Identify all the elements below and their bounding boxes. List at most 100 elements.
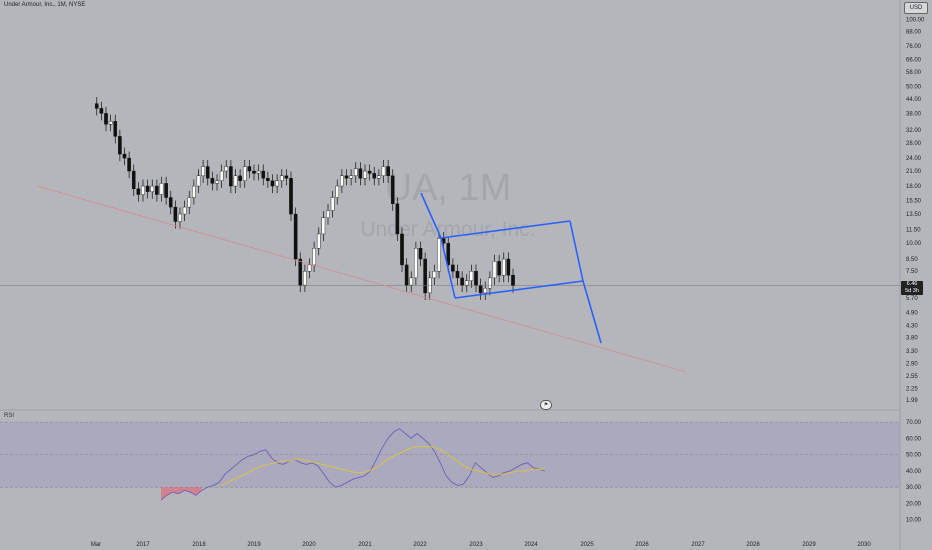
price-axis-tick: 11.50 bbox=[906, 228, 921, 234]
time-axis-tick: 2025 bbox=[580, 542, 594, 548]
candle-body bbox=[506, 258, 511, 276]
price-axis-tick: 66.00 bbox=[906, 58, 922, 64]
price-axis-tick: 44.00 bbox=[906, 97, 922, 103]
candle-body bbox=[446, 243, 451, 266]
candle-body bbox=[349, 175, 353, 179]
candle-body bbox=[270, 180, 275, 187]
candle-body bbox=[418, 248, 423, 260]
candle-body bbox=[192, 185, 196, 198]
candle-body bbox=[353, 168, 358, 177]
candle-body bbox=[390, 175, 395, 204]
candle-body bbox=[284, 175, 289, 179]
time-axis-tick: 2017 bbox=[136, 542, 150, 548]
price-axis-tick: 4.30 bbox=[906, 323, 918, 329]
support-trendline bbox=[36, 185, 687, 373]
candle-body bbox=[261, 170, 266, 179]
rsi-ma-line bbox=[220, 446, 545, 486]
price-axis-tick: 2.25 bbox=[906, 386, 918, 392]
price-axis-tick: 3.30 bbox=[906, 349, 918, 355]
price-axis-tick: 1.99 bbox=[906, 398, 918, 404]
candle-body bbox=[159, 183, 164, 195]
candle-body bbox=[414, 248, 418, 279]
candle-body bbox=[497, 261, 501, 276]
candle-body bbox=[492, 261, 497, 279]
candle-body bbox=[464, 280, 469, 286]
rsi-oversold-fill bbox=[161, 487, 202, 501]
candle-body bbox=[108, 121, 113, 125]
time-axis-tick: Mar bbox=[91, 542, 101, 548]
candle-body bbox=[488, 277, 492, 289]
time-axis-tick: 2022 bbox=[413, 542, 427, 548]
candle-body bbox=[205, 166, 210, 179]
candle-body bbox=[474, 270, 478, 286]
time-axis-tick: 2026 bbox=[635, 542, 649, 548]
candle-body bbox=[363, 170, 367, 179]
time-axis-tick: 2021 bbox=[358, 542, 372, 548]
candle-body bbox=[460, 277, 464, 286]
rsi-axis-tick: 40.00 bbox=[906, 469, 922, 475]
candle-body bbox=[150, 185, 155, 192]
flagpole-line bbox=[420, 192, 442, 239]
candle-body bbox=[377, 175, 381, 179]
currency-button[interactable]: USD bbox=[904, 2, 928, 14]
watermark-name: Under Armour, Inc. bbox=[360, 218, 535, 241]
candle-body bbox=[99, 108, 104, 114]
candle-body bbox=[155, 185, 159, 195]
candle-body bbox=[94, 103, 99, 109]
candle-body bbox=[242, 166, 247, 181]
candle-body bbox=[321, 217, 326, 235]
candle-body bbox=[187, 197, 192, 208]
projection-line bbox=[582, 280, 602, 344]
time-axis-tick: 2030 bbox=[857, 542, 871, 548]
candle-body bbox=[335, 185, 340, 198]
candle-body bbox=[381, 166, 386, 177]
time-axis-tick: 2023 bbox=[469, 542, 483, 548]
symbol-title: Under Armour, Inc., 1M, NYSE bbox=[4, 2, 86, 8]
candle-body bbox=[386, 166, 390, 177]
candle-body bbox=[164, 183, 168, 198]
price-axis-tick: 76.00 bbox=[906, 44, 922, 50]
candle-body bbox=[423, 258, 427, 294]
time-axis-tick: 2028 bbox=[746, 542, 760, 548]
candle-body bbox=[201, 166, 205, 177]
candle-body bbox=[113, 121, 118, 137]
candle-body bbox=[367, 170, 372, 174]
candle-body bbox=[247, 166, 252, 172]
flag-icon[interactable]: ⚑ bbox=[540, 400, 552, 410]
time-axis-tick: 2019 bbox=[247, 542, 261, 548]
candle-body bbox=[298, 258, 303, 286]
candle-body bbox=[256, 170, 261, 174]
candle-body bbox=[437, 238, 441, 272]
candle-body bbox=[173, 206, 178, 222]
candle-body bbox=[404, 264, 409, 286]
candle-body bbox=[196, 175, 201, 187]
price-axis-tick: 10.00 bbox=[906, 241, 922, 247]
candle-body bbox=[344, 175, 349, 179]
candle-body bbox=[316, 233, 321, 249]
candle-body bbox=[455, 270, 460, 279]
price-axis-tick: 7.50 bbox=[906, 269, 918, 275]
candle-body bbox=[279, 175, 284, 181]
candle-body bbox=[451, 264, 455, 272]
candle-body bbox=[330, 197, 335, 211]
price-axis-tick: 100.00 bbox=[906, 17, 925, 23]
price-axis-tick: 5.70 bbox=[906, 296, 918, 302]
candle-body bbox=[252, 170, 256, 174]
price-axis-tick: 15.50 bbox=[906, 199, 922, 205]
candle-body bbox=[118, 136, 122, 155]
candle-body bbox=[122, 153, 127, 159]
candle-body bbox=[312, 248, 316, 266]
rsi-axis-tick: 70.00 bbox=[906, 420, 922, 426]
candle-body bbox=[141, 185, 145, 195]
price-axis-tick: 21.00 bbox=[906, 169, 922, 175]
price-axis-tick: 24.00 bbox=[906, 156, 922, 162]
candle-body bbox=[400, 233, 404, 266]
candle-body bbox=[307, 264, 312, 272]
candle-body bbox=[478, 284, 483, 294]
candle-body bbox=[238, 175, 242, 181]
rsi-line bbox=[160, 428, 546, 501]
rsi-axis-tick: 20.00 bbox=[906, 501, 922, 507]
price-axis-tick: 18.00 bbox=[906, 184, 922, 190]
last-price-value: 6.46 bbox=[906, 281, 918, 287]
